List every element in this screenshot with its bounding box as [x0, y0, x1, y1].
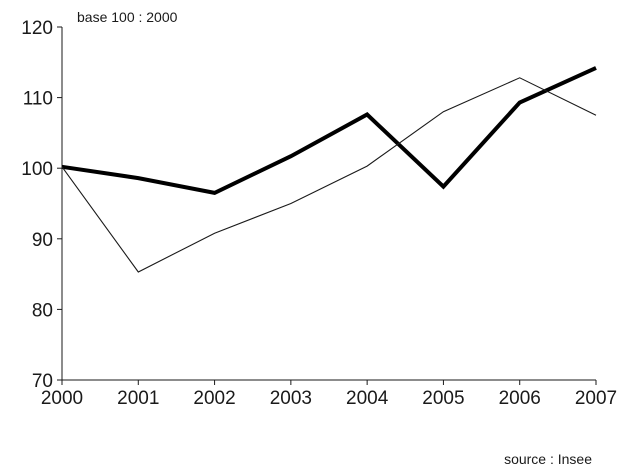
series-line-1 — [61, 66, 597, 195]
series-line-2 — [61, 77, 597, 273]
chart-subtitle: base 100 : 2000 — [77, 9, 178, 25]
y-tick-label: 110 — [23, 89, 53, 110]
x-tick-label: 2006 — [499, 388, 541, 409]
x-tick-label: 2000 — [41, 388, 83, 409]
y-tick-label: 120 — [21, 18, 53, 39]
source-note: source : Insee — [504, 451, 592, 467]
y-tick-label: 80 — [32, 300, 53, 321]
x-tick-label: 2003 — [270, 388, 312, 409]
axes — [61, 27, 596, 381]
series-group — [61, 66, 597, 273]
x-tick-label: 2004 — [346, 388, 389, 409]
x-tick-label: 2005 — [422, 388, 464, 409]
x-tick-label: 2001 — [117, 388, 159, 409]
y-tick-label: 70 — [32, 371, 53, 392]
y-tick-label: 100 — [21, 159, 53, 180]
y-tick-label: 90 — [32, 230, 53, 251]
x-tick-label: 2002 — [193, 388, 235, 409]
x-axis-ticks: 2000 2001 2002 2003 2004 2005 2006 2007 — [41, 380, 617, 409]
x-tick-label: 2007 — [575, 388, 617, 409]
y-axis-ticks: 70 80 90 100 110 120 — [21, 18, 62, 392]
